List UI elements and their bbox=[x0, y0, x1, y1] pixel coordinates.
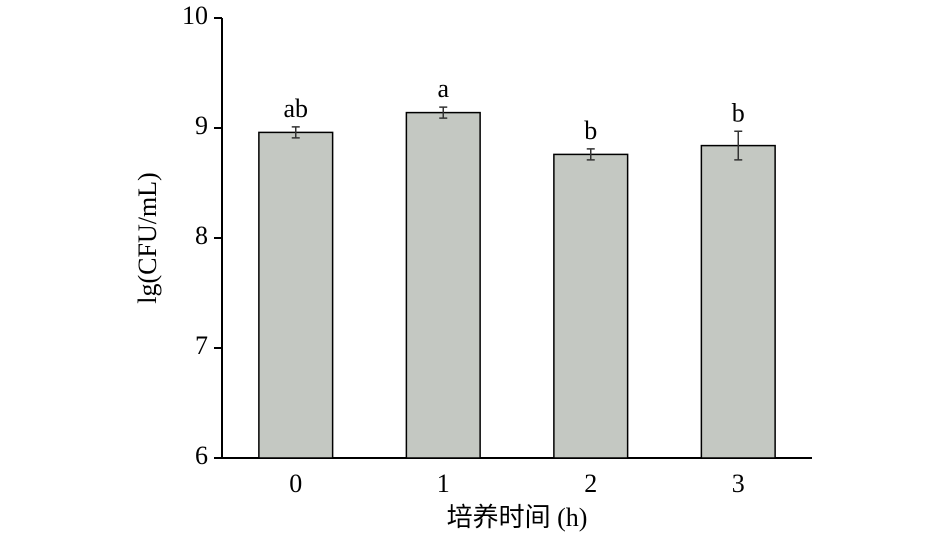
y-tick-label: 6 bbox=[195, 441, 208, 470]
significance-label: ab bbox=[283, 94, 308, 123]
error-bar bbox=[586, 148, 595, 161]
x-tick-label: 2 bbox=[584, 469, 597, 498]
bar bbox=[700, 144, 776, 459]
significance-label: b bbox=[732, 98, 745, 127]
significance-label: a bbox=[437, 74, 449, 103]
x-tick-label: 3 bbox=[732, 469, 745, 498]
bar bbox=[258, 131, 334, 459]
x-tick-label: 0 bbox=[289, 469, 302, 498]
bar bbox=[405, 111, 481, 459]
error-bar bbox=[439, 106, 448, 119]
y-tick-label: 7 bbox=[195, 331, 208, 360]
error-bar bbox=[734, 130, 743, 161]
x-tick-label: 1 bbox=[437, 469, 450, 498]
x-axis-title: 培养时间 (h) bbox=[447, 503, 588, 532]
y-tick-label: 8 bbox=[195, 221, 208, 250]
y-axis-title: lg(CFU/mL) bbox=[133, 172, 162, 303]
y-tick-label: 9 bbox=[195, 111, 208, 140]
significance-label: b bbox=[584, 116, 597, 145]
y-tick-label: 10 bbox=[182, 1, 208, 30]
error-bar bbox=[291, 126, 300, 139]
bar bbox=[553, 153, 629, 459]
